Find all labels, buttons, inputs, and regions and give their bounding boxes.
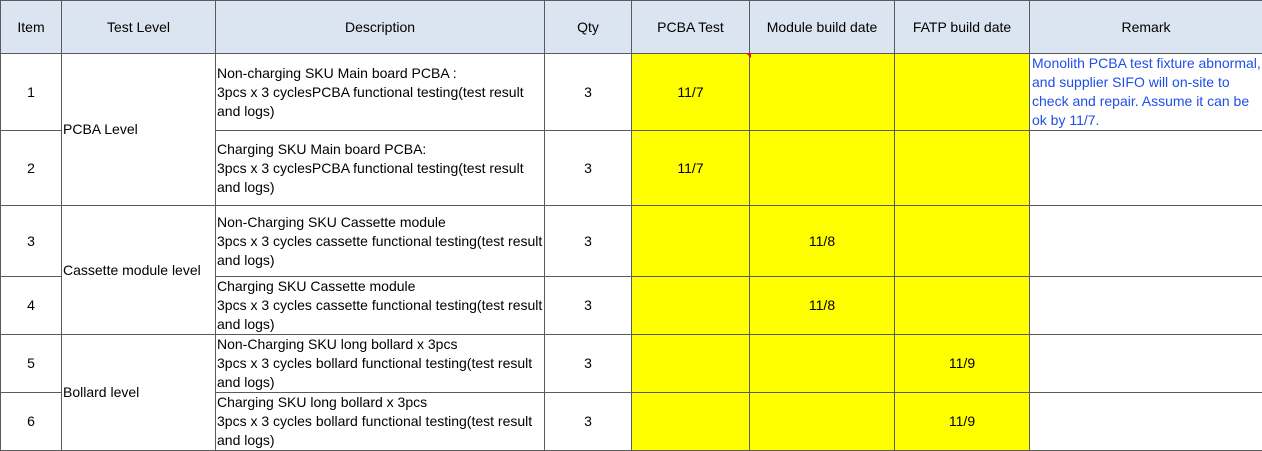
header-remark: Remark (1030, 1, 1262, 54)
header-module-build-date: Module build date (750, 1, 895, 54)
remark-cell (1030, 206, 1262, 277)
module-build-cell: 11/8 (750, 206, 895, 277)
item-cell: 1 (1, 54, 62, 131)
header-test-level: Test Level (62, 1, 216, 54)
fatp-build-cell (895, 54, 1030, 131)
description-cell: Charging SKU Cassette module 3pcs x 3 cy… (216, 277, 545, 335)
fatp-build-cell: 11/9 (895, 335, 1030, 393)
qty-cell: 3 (545, 277, 632, 335)
header-description: Description (216, 1, 545, 54)
remark-cell (1030, 277, 1262, 335)
test-level-cassette: Cassette module level (62, 206, 216, 335)
module-build-cell (750, 393, 895, 451)
item-cell: 3 (1, 206, 62, 277)
qty-cell: 3 (545, 335, 632, 393)
module-build-cell (750, 54, 895, 131)
pcba-test-cell (632, 393, 750, 451)
header-row: Item Test Level Description Qty PCBA Tes… (1, 1, 1262, 54)
remark-cell: Monolith PCBA test fixture abnormal, and… (1030, 54, 1262, 131)
description-cell: Non-charging SKU Main board PCBA : 3pcs … (216, 54, 545, 131)
pcba-test-cell (632, 206, 750, 277)
qty-cell: 3 (545, 54, 632, 131)
remark-cell (1030, 131, 1262, 206)
description-cell: Non-Charging SKU long bollard x 3pcs 3pc… (216, 335, 545, 393)
pcba-test-cell (632, 335, 750, 393)
fatp-build-cell (895, 206, 1030, 277)
header-fatp-build-date: FATP build date (895, 1, 1030, 54)
comment-indicator-icon[interactable] (746, 53, 751, 58)
table-row: 3 Cassette module level Non-Charging SKU… (1, 206, 1262, 277)
qty-cell: 3 (545, 131, 632, 206)
header-pcba-test: PCBA Test (632, 1, 750, 54)
test-level-pcba: PCBA Level (62, 54, 216, 206)
table-row: 1 PCBA Level Non-charging SKU Main board… (1, 54, 1262, 131)
test-level-bollard: Bollard level (62, 335, 216, 451)
fatp-build-cell (895, 131, 1030, 206)
qty-cell: 3 (545, 393, 632, 451)
fatp-build-cell: 11/9 (895, 393, 1030, 451)
remark-cell (1030, 335, 1262, 393)
fatp-build-cell (895, 277, 1030, 335)
description-cell: Charging SKU Main board PCBA: 3pcs x 3 c… (216, 131, 545, 206)
pcba-test-cell: 11/7 (632, 54, 750, 131)
item-cell: 4 (1, 277, 62, 335)
header-qty: Qty (545, 1, 632, 54)
item-cell: 5 (1, 335, 62, 393)
remark-cell (1030, 393, 1262, 451)
qty-cell: 3 (545, 206, 632, 277)
item-cell: 2 (1, 131, 62, 206)
pcba-test-cell: 11/7 (632, 131, 750, 206)
module-build-cell (750, 335, 895, 393)
table-row: 5 Bollard level Non-Charging SKU long bo… (1, 335, 1262, 393)
pcba-test-cell (632, 277, 750, 335)
module-build-cell (750, 131, 895, 206)
description-cell: Non-Charging SKU Cassette module 3pcs x … (216, 206, 545, 277)
item-cell: 6 (1, 393, 62, 451)
header-item: Item (1, 1, 62, 54)
module-build-cell: 11/8 (750, 277, 895, 335)
description-cell: Charging SKU long bollard x 3pcs 3pcs x … (216, 393, 545, 451)
